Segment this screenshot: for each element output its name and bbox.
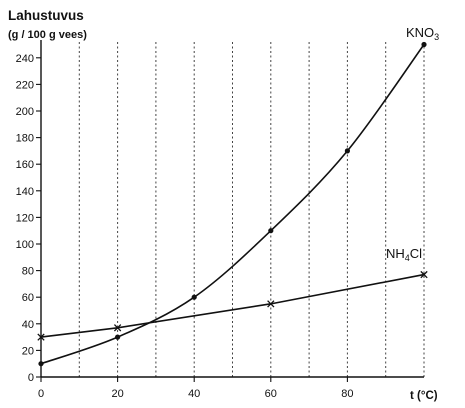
y-tick-label-140: 140: [16, 186, 34, 198]
series-lines: [40, 44, 425, 365]
y-tick-label-0: 0: [28, 372, 34, 384]
x-tick-label-60: 60: [265, 388, 277, 400]
y-tick-label-180: 180: [16, 133, 34, 145]
series-1-point-2: [267, 300, 275, 308]
y-tick-label-240: 240: [16, 53, 34, 65]
x-tick-label-40: 40: [188, 388, 200, 400]
y-tick-label-100: 100: [16, 239, 34, 251]
series-0-point-5: [421, 41, 427, 48]
y-tick-label-200: 200: [16, 106, 34, 118]
chart-title: Lahustuvus: [8, 8, 84, 23]
y-tick-label-80: 80: [22, 266, 34, 278]
y-tick-label-20: 20: [22, 345, 34, 357]
series-0-point-3: [268, 228, 274, 234]
series-0-point-0: [38, 361, 44, 367]
y-tick-label-120: 120: [16, 212, 34, 224]
series-0-point-1: [115, 334, 121, 340]
y-tick-label-40: 40: [22, 319, 34, 331]
series-1-point-3: [420, 270, 428, 279]
series-1-point-0: [37, 333, 45, 341]
x-axis-label-text: t (°C): [410, 390, 438, 402]
x-tick-label-20: 20: [111, 388, 123, 400]
series-1-point-1: [113, 324, 122, 332]
series-line-0: [40, 44, 425, 365]
series-line-1: [40, 273, 425, 338]
vertical-grid: [78, 42, 425, 377]
series-label-0: KNO3: [406, 25, 439, 42]
series-labels: KNO3 NH4Cl: [386, 25, 439, 263]
x-tick-label-80: 80: [341, 388, 353, 400]
y-tick-label-160: 160: [16, 159, 34, 171]
series-label-1: NH4Cl: [386, 246, 422, 263]
x-tick-label-0: 0: [38, 388, 44, 400]
axes: [40, 40, 424, 378]
tick-marks: 0 20 40 60 80 100 120 140 160 180 200 220 240 0 20 40 60…: [16, 53, 354, 400]
chart-subtitle: (g / 100 g vees): [8, 29, 87, 41]
series-0-point-4: [344, 148, 350, 154]
data-markers: [37, 41, 428, 367]
y-tick-label-60: 60: [22, 292, 34, 304]
y-tick-label-220: 220: [16, 79, 34, 91]
x-axis-label: t (°C): [410, 390, 438, 402]
series-0-point-2: [191, 294, 197, 300]
